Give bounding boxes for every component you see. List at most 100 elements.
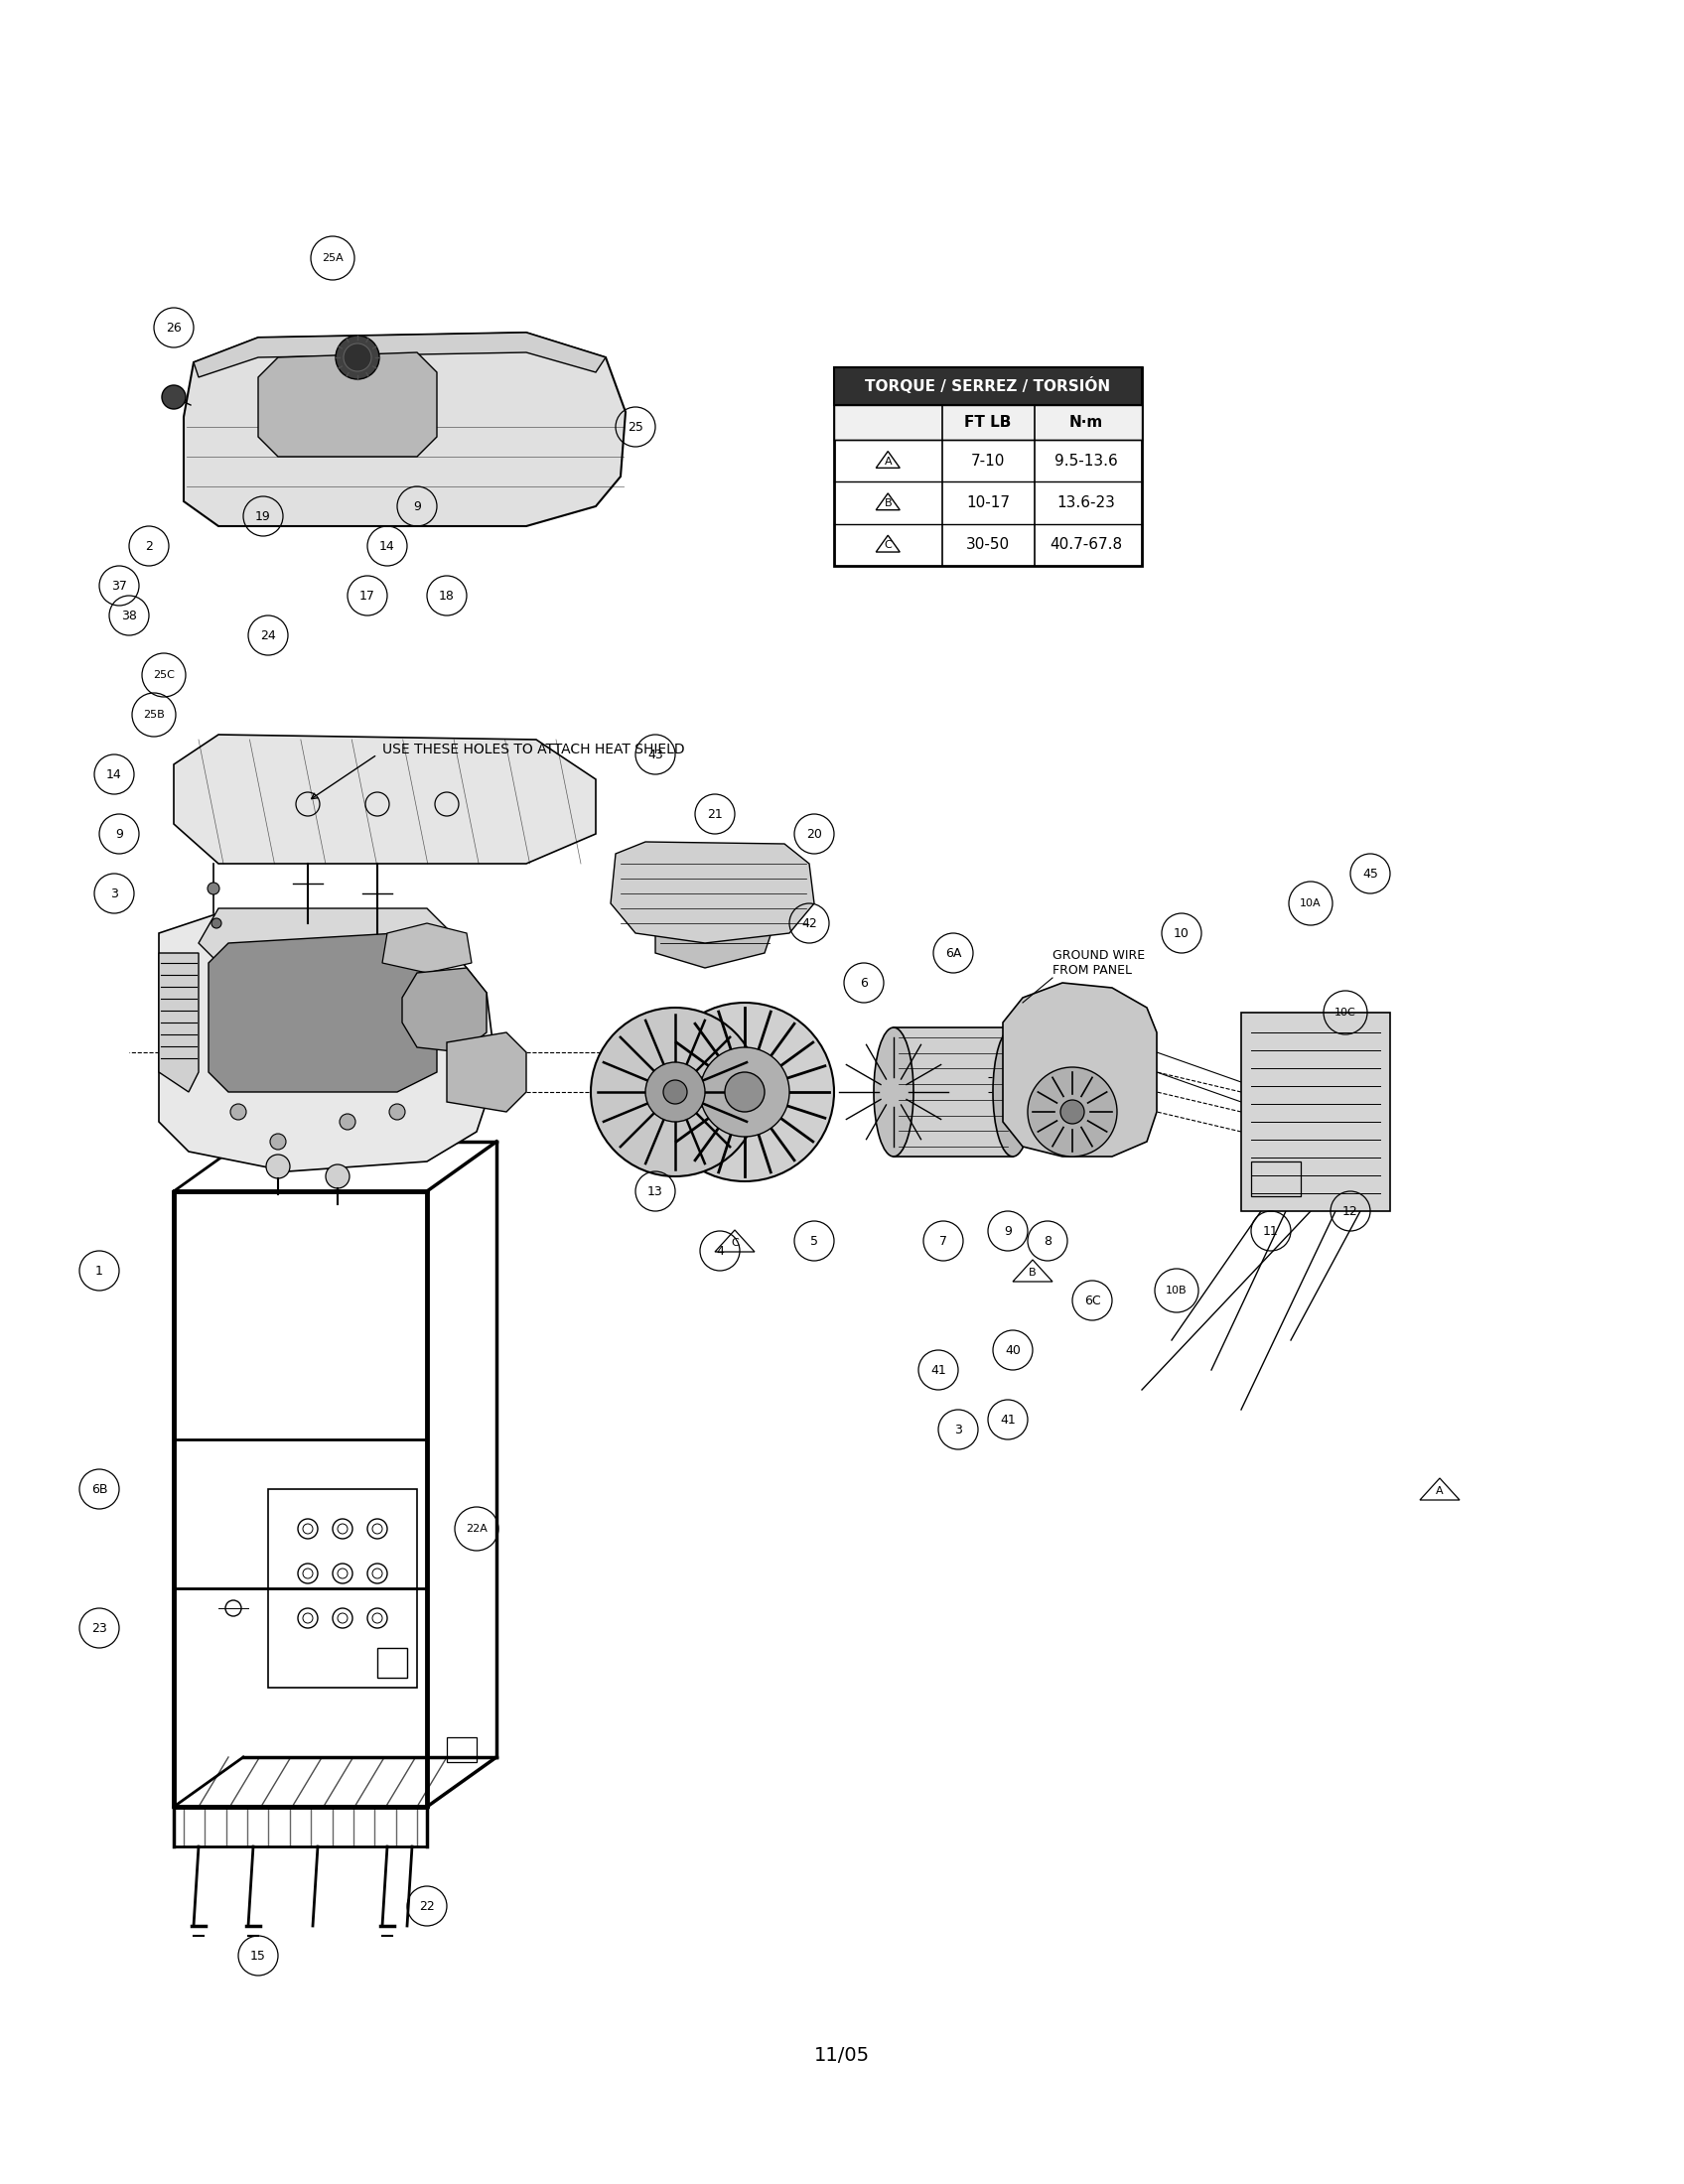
Text: 10-17: 10-17	[967, 496, 1010, 511]
Text: 45: 45	[1362, 867, 1378, 880]
Circle shape	[663, 1081, 687, 1103]
Text: B: B	[1029, 1269, 1036, 1278]
Text: 3: 3	[109, 887, 118, 900]
Text: 12: 12	[1342, 1206, 1359, 1219]
Text: 22A: 22A	[466, 1524, 487, 1533]
Text: 9.5-13.6: 9.5-13.6	[1054, 454, 1118, 467]
Circle shape	[207, 882, 219, 895]
Text: A: A	[1436, 1487, 1443, 1496]
Text: 25B: 25B	[143, 710, 165, 721]
Text: 11: 11	[1263, 1225, 1278, 1238]
Text: 42: 42	[802, 917, 817, 930]
Polygon shape	[184, 332, 625, 526]
Text: USE THESE HOLES TO ATTACH HEAT SHIELD: USE THESE HOLES TO ATTACH HEAT SHIELD	[382, 743, 685, 756]
Text: 7-10: 7-10	[972, 454, 1005, 467]
Text: 6B: 6B	[91, 1483, 108, 1496]
Circle shape	[591, 1007, 759, 1177]
Polygon shape	[194, 332, 606, 378]
Text: 10A: 10A	[1300, 898, 1322, 909]
Polygon shape	[1004, 983, 1157, 1158]
Text: 15: 15	[251, 1948, 266, 1961]
Circle shape	[269, 1133, 286, 1149]
Text: 6: 6	[861, 976, 867, 989]
Text: 2: 2	[145, 539, 153, 553]
Polygon shape	[199, 909, 446, 963]
Ellipse shape	[994, 1026, 1032, 1158]
Text: 7: 7	[940, 1234, 946, 1247]
Text: 14: 14	[379, 539, 396, 553]
Circle shape	[655, 1002, 834, 1182]
Text: 21: 21	[707, 808, 722, 821]
Text: 13: 13	[648, 1184, 663, 1197]
Polygon shape	[834, 367, 1142, 404]
Polygon shape	[611, 841, 813, 943]
Text: 38: 38	[121, 609, 136, 622]
Text: 23: 23	[91, 1621, 108, 1634]
Polygon shape	[258, 352, 436, 456]
Circle shape	[344, 343, 372, 371]
Text: N·m: N·m	[1069, 415, 1103, 430]
Circle shape	[340, 1114, 355, 1129]
Polygon shape	[834, 367, 1142, 566]
Circle shape	[212, 917, 221, 928]
Polygon shape	[834, 404, 1142, 439]
Text: 22: 22	[419, 1900, 434, 1913]
Ellipse shape	[874, 1026, 913, 1158]
Polygon shape	[446, 1033, 525, 1112]
Text: GROUND WIRE
FROM PANEL: GROUND WIRE FROM PANEL	[1052, 950, 1145, 976]
Text: FT LB: FT LB	[965, 415, 1012, 430]
Polygon shape	[209, 933, 436, 1092]
Text: 41: 41	[931, 1363, 946, 1376]
Text: 25A: 25A	[322, 253, 344, 262]
Text: TORQUE / SERREZ / TORSIÓN: TORQUE / SERREZ / TORSIÓN	[866, 378, 1111, 395]
Text: 17: 17	[359, 590, 376, 603]
Text: 5: 5	[810, 1234, 818, 1247]
Polygon shape	[158, 952, 199, 1092]
Circle shape	[724, 1072, 765, 1112]
Text: 24: 24	[261, 629, 276, 642]
Text: 3: 3	[955, 1424, 962, 1437]
Text: A: A	[884, 456, 893, 467]
Text: 43: 43	[648, 747, 663, 760]
Circle shape	[701, 1048, 790, 1136]
Text: 10C: 10C	[1335, 1007, 1356, 1018]
Text: 30-50: 30-50	[967, 537, 1010, 553]
Text: 13.6-23: 13.6-23	[1058, 496, 1116, 511]
Polygon shape	[382, 924, 472, 972]
Circle shape	[325, 1164, 350, 1188]
Text: C: C	[731, 1238, 739, 1247]
Text: 11/05: 11/05	[813, 2046, 871, 2064]
Text: 8: 8	[1044, 1234, 1051, 1247]
Circle shape	[266, 1155, 290, 1179]
Circle shape	[231, 1103, 246, 1120]
Text: 40: 40	[1005, 1343, 1021, 1356]
Text: 19: 19	[256, 509, 271, 522]
Text: 40.7-67.8: 40.7-67.8	[1051, 537, 1123, 553]
Text: 25: 25	[628, 419, 643, 432]
Text: 14: 14	[106, 769, 121, 782]
Text: 9: 9	[115, 828, 123, 841]
Polygon shape	[1241, 1013, 1389, 1212]
Text: 10B: 10B	[1165, 1286, 1187, 1295]
Polygon shape	[173, 734, 596, 863]
Text: B: B	[884, 498, 893, 509]
Text: 4: 4	[716, 1245, 724, 1258]
Text: 9: 9	[1004, 1225, 1012, 1238]
Text: 26: 26	[167, 321, 182, 334]
Text: 1: 1	[96, 1265, 103, 1278]
Polygon shape	[402, 968, 487, 1053]
Circle shape	[1061, 1101, 1084, 1125]
Text: 10: 10	[1174, 926, 1189, 939]
Text: 41: 41	[1000, 1413, 1015, 1426]
Circle shape	[162, 384, 185, 408]
Circle shape	[335, 336, 379, 380]
Text: 20: 20	[807, 828, 822, 841]
Polygon shape	[655, 863, 775, 968]
Text: 9: 9	[413, 500, 421, 513]
Text: 37: 37	[111, 579, 126, 592]
Polygon shape	[158, 913, 497, 1171]
Text: 6A: 6A	[945, 946, 962, 959]
Circle shape	[389, 1103, 406, 1120]
Text: C: C	[884, 539, 893, 550]
Text: 25C: 25C	[153, 670, 175, 679]
